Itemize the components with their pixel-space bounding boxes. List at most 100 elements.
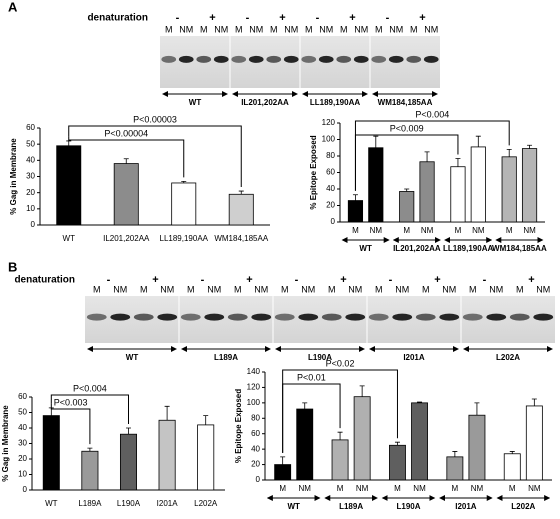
bar <box>56 145 82 226</box>
y-axis-label: % Gag in Membrane <box>1 405 10 482</box>
lane-label: M <box>140 284 148 294</box>
y-tick-label: 80 <box>326 151 335 160</box>
gel-band <box>392 313 413 321</box>
gel-band <box>321 313 342 321</box>
lane-label: M <box>235 24 243 34</box>
error-bar <box>126 427 131 435</box>
error-bar <box>452 451 458 457</box>
significance-bracket <box>68 125 242 188</box>
y-tick-label: 40 <box>251 444 260 453</box>
gel-band <box>509 313 530 321</box>
bar <box>158 419 176 491</box>
condition-label: + <box>246 274 252 286</box>
group-label: LL189,190AA <box>310 98 360 107</box>
y-tick-label: 120 <box>247 383 261 392</box>
bar <box>171 182 197 226</box>
group-label: L190A <box>308 353 332 362</box>
gel-band <box>345 313 366 321</box>
error-bar <box>302 402 308 410</box>
group-label: L202A <box>496 353 520 362</box>
error-bar <box>394 441 400 446</box>
x-tick-label: L189A <box>339 502 363 511</box>
lane-label: NM <box>207 284 221 294</box>
series-label: NM <box>528 484 541 493</box>
x-tick-label: I201A <box>455 502 477 511</box>
x-tick-label: WT <box>359 244 372 253</box>
lane-label: NM <box>395 284 409 294</box>
y-axis-label: % Epitope Exposed <box>309 135 318 209</box>
bar <box>521 148 538 223</box>
series-label: M <box>506 226 513 235</box>
series-label: NM <box>370 226 383 235</box>
condition-label: - <box>389 274 393 286</box>
gel-band <box>283 55 299 63</box>
gel-band <box>204 313 225 321</box>
error-bar <box>475 135 481 147</box>
lane-label: M <box>200 24 208 34</box>
series-label: NM <box>523 226 536 235</box>
gel-band <box>227 313 248 321</box>
series-label: M <box>403 226 410 235</box>
bar <box>274 464 292 481</box>
error-bar <box>404 188 410 192</box>
error-bar <box>506 149 512 157</box>
condition-label: + <box>279 12 285 24</box>
series-label: M <box>394 484 401 493</box>
gel-band <box>353 55 369 63</box>
condition-label: + <box>434 274 440 286</box>
y-tick-label: 120 <box>322 118 336 127</box>
lane-label: NM <box>214 24 228 34</box>
x-tick-label: WT <box>287 502 300 511</box>
x-tick-label: I201A <box>157 499 179 508</box>
x-tick-label: IL201,202AA <box>393 244 441 253</box>
significance-bracket <box>68 136 185 178</box>
lane-label: M <box>410 24 418 34</box>
condition-label: + <box>152 274 158 286</box>
gel-band <box>133 313 154 321</box>
bar <box>450 166 466 223</box>
significance-bracket <box>50 403 91 445</box>
panel-label: A <box>8 0 18 14</box>
group-label: WM184,185AA <box>378 98 433 107</box>
error-bar <box>238 190 244 195</box>
y-tick-label: 60 <box>326 168 335 177</box>
bar <box>411 402 428 481</box>
lane-label: NM <box>424 24 438 34</box>
gel-band <box>439 313 460 321</box>
y-tick-label: 10 <box>26 204 35 213</box>
lane-label: NM <box>179 24 193 34</box>
x-tick-label: WM184,185AA <box>492 244 547 253</box>
panel-label: B <box>8 259 17 274</box>
lane-label: NM <box>249 24 263 34</box>
bar <box>331 439 349 481</box>
gel-band <box>180 313 201 321</box>
significance-bracket <box>354 134 459 191</box>
bar <box>197 424 215 491</box>
gel-band <box>533 313 554 321</box>
y-tick-label: 60 <box>18 392 27 401</box>
gel-band <box>196 55 212 63</box>
gel-band <box>110 313 131 321</box>
lane-label: M <box>516 284 524 294</box>
error-bar <box>373 135 379 148</box>
group-label: WT <box>189 98 202 107</box>
series-label: NM <box>356 484 369 493</box>
error-bar <box>203 415 209 425</box>
lane-label: NM <box>301 284 315 294</box>
lane-label: M <box>234 284 242 294</box>
bar <box>503 453 521 481</box>
condition-label: + <box>528 274 534 286</box>
condition-label: + <box>340 274 346 286</box>
x-tick-label: L202A <box>194 499 218 508</box>
y-tick-label: 0 <box>256 475 261 484</box>
series-label: M <box>455 226 462 235</box>
group-label: WT <box>126 353 139 362</box>
y-tick-label: 60 <box>26 123 35 132</box>
y-tick-label: 30 <box>26 172 35 181</box>
gel-band <box>371 55 387 63</box>
x-tick-label: LL189,190AA <box>443 244 493 253</box>
gel-band <box>462 313 483 321</box>
bar <box>228 193 254 226</box>
gel-image <box>85 296 555 343</box>
lane-label: M <box>375 284 383 294</box>
